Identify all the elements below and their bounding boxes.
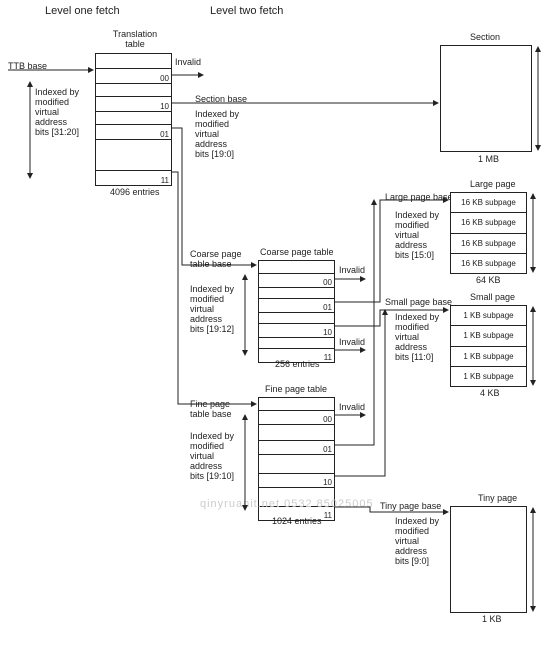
arrows-layer xyxy=(0,0,558,650)
diagram-stage: Level one fetch Level two fetch TTB base… xyxy=(0,0,558,650)
